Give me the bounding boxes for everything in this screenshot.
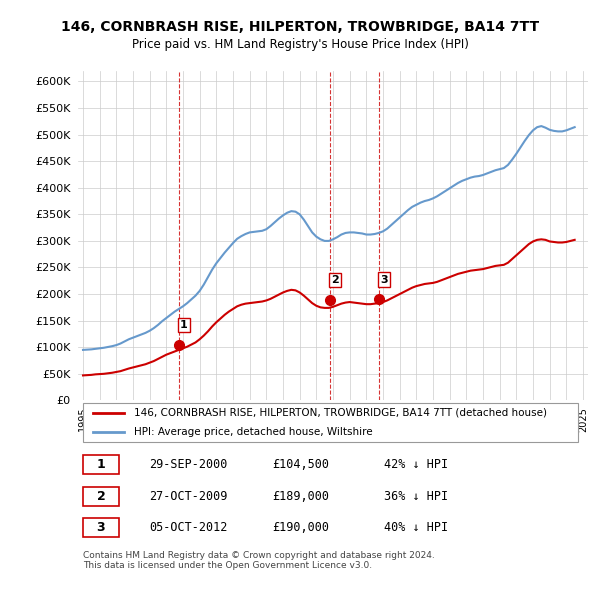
Text: 3: 3: [97, 521, 105, 534]
FancyBboxPatch shape: [83, 404, 578, 441]
Text: Price paid vs. HM Land Registry's House Price Index (HPI): Price paid vs. HM Land Registry's House …: [131, 38, 469, 51]
Text: £189,000: £189,000: [272, 490, 329, 503]
FancyBboxPatch shape: [83, 455, 119, 474]
Text: Contains HM Land Registry data © Crown copyright and database right 2024.
This d: Contains HM Land Registry data © Crown c…: [83, 551, 435, 571]
Text: 2: 2: [331, 275, 339, 285]
Text: 29-SEP-2000: 29-SEP-2000: [149, 458, 228, 471]
Text: 40% ↓ HPI: 40% ↓ HPI: [384, 521, 448, 534]
Text: 146, CORNBRASH RISE, HILPERTON, TROWBRIDGE, BA14 7TT (detached house): 146, CORNBRASH RISE, HILPERTON, TROWBRID…: [134, 408, 547, 418]
Text: 36% ↓ HPI: 36% ↓ HPI: [384, 490, 448, 503]
Text: £104,500: £104,500: [272, 458, 329, 471]
Text: 1: 1: [180, 320, 188, 330]
Text: 2: 2: [97, 490, 106, 503]
Text: 146, CORNBRASH RISE, HILPERTON, TROWBRIDGE, BA14 7TT: 146, CORNBRASH RISE, HILPERTON, TROWBRID…: [61, 19, 539, 34]
Text: HPI: Average price, detached house, Wiltshire: HPI: Average price, detached house, Wilt…: [134, 427, 373, 437]
Text: 05-OCT-2012: 05-OCT-2012: [149, 521, 228, 534]
Text: 3: 3: [380, 274, 388, 284]
Text: 42% ↓ HPI: 42% ↓ HPI: [384, 458, 448, 471]
Text: 27-OCT-2009: 27-OCT-2009: [149, 490, 228, 503]
Text: 1: 1: [97, 458, 106, 471]
Text: £190,000: £190,000: [272, 521, 329, 534]
FancyBboxPatch shape: [83, 487, 119, 506]
FancyBboxPatch shape: [83, 518, 119, 537]
